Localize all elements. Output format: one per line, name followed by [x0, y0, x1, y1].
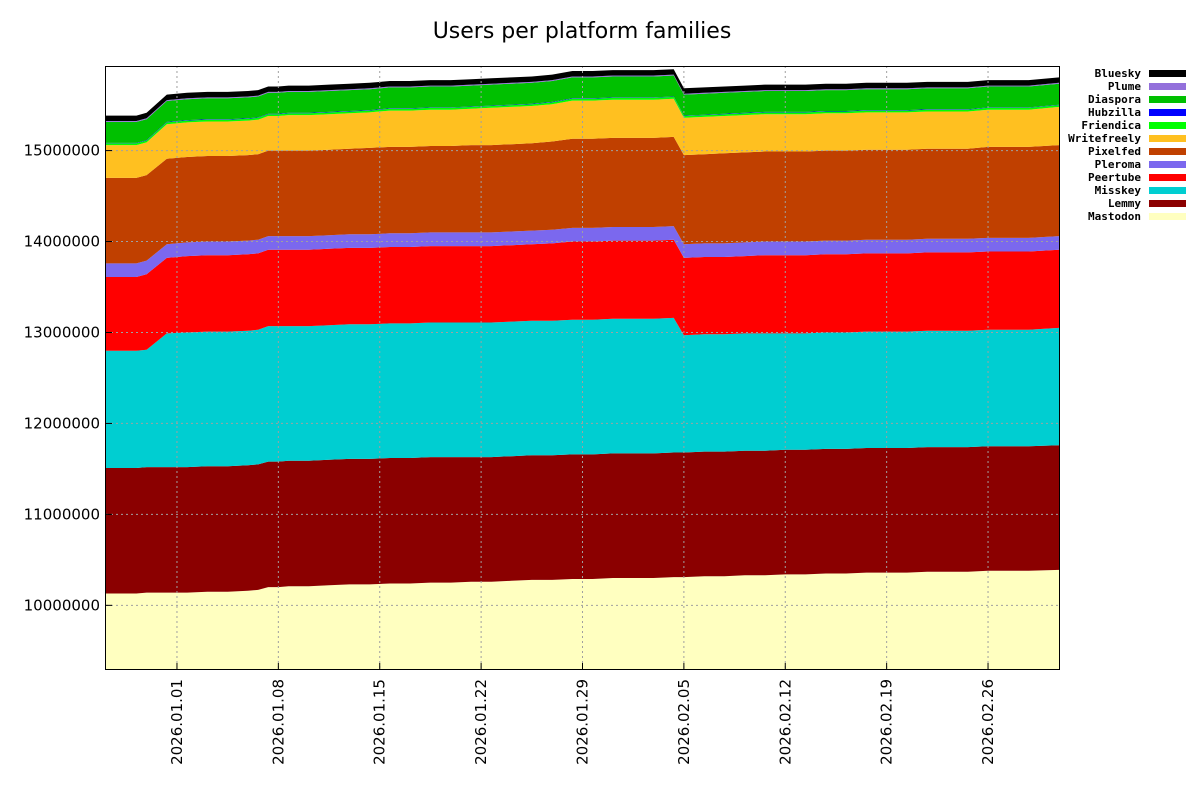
legend-label: Peertube: [1088, 171, 1141, 184]
legend-label: Pixelfed: [1088, 145, 1141, 158]
y-tick-label: 11000000: [24, 505, 100, 523]
legend-item-hubzilla: Hubzilla: [1088, 106, 1186, 119]
area-pixelfed: [106, 136, 1059, 264]
area-lemmy: [106, 445, 1059, 594]
legend-swatch: [1149, 122, 1186, 129]
chart-title: Users per platform families: [433, 19, 732, 44]
x-tick-label: 2026.02.26: [979, 679, 997, 765]
legend-item-writefreely: Writefreely: [1068, 132, 1186, 145]
legend-label: Lemmy: [1108, 197, 1141, 210]
legend-item-pixelfed: Pixelfed: [1088, 145, 1186, 158]
y-axis: 10000000 11000000 12000000 13000000 14000000…: [24, 142, 112, 614]
legend-swatch: [1149, 213, 1186, 220]
x-tick-label: 2026.02.05: [675, 679, 693, 765]
x-tick-label: 2026.02.19: [878, 679, 896, 765]
x-tick-label: 2026.01.08: [269, 679, 287, 765]
legend-item-misskey: Misskey: [1095, 184, 1186, 197]
legend-swatch: [1149, 148, 1186, 155]
y-tick-label: 14000000: [24, 233, 100, 251]
area-pleroma: [106, 226, 1059, 277]
x-tick-label: 2026.01.29: [574, 679, 592, 765]
legend-item-bluesky: Bluesky: [1095, 67, 1186, 80]
grid-lines: [106, 66, 1059, 669]
x-axis: 2026.01.01 2026.01.08 2026.01.15 2026.01.22…: [168, 663, 997, 765]
legend-item-mastodon: Mastodon: [1088, 210, 1186, 223]
legend-swatch: [1149, 135, 1186, 142]
legend-swatch: [1149, 200, 1186, 207]
legend-item-lemmy: Lemmy: [1108, 197, 1186, 210]
legend-swatch: [1149, 70, 1186, 77]
legend-item-pleroma: Pleroma: [1095, 158, 1186, 171]
legend-swatch: [1149, 174, 1186, 181]
y-tick-label: 10000000: [24, 596, 100, 614]
legend-label: Writefreely: [1068, 132, 1141, 145]
x-tick-label: 2026.01.15: [371, 679, 389, 765]
area-diaspora: [106, 75, 1059, 143]
legend-swatch: [1149, 96, 1186, 103]
x-tick-label: 2026.01.01: [168, 679, 186, 765]
legend-item-peertube: Peertube: [1088, 171, 1186, 184]
area-mastodon: [106, 569, 1059, 669]
legend-item-plume: Plume: [1108, 80, 1186, 93]
legend-label: Mastodon: [1088, 210, 1141, 223]
legend-swatch: [1149, 83, 1186, 90]
legend-swatch: [1149, 161, 1186, 168]
legend-swatch: [1149, 187, 1186, 194]
legend-label: Hubzilla: [1088, 106, 1141, 119]
y-tick-label: 13000000: [24, 323, 100, 341]
legend-label: Friendica: [1081, 119, 1141, 132]
area-peertube: [106, 239, 1059, 351]
legend-label: Diaspora: [1088, 93, 1141, 106]
x-tick-label: 2026.02.12: [776, 679, 794, 765]
legend-swatch: [1149, 109, 1186, 116]
legend-label: Plume: [1108, 80, 1141, 93]
x-tick-label: 2026.01.22: [472, 679, 490, 765]
legend-label: Bluesky: [1095, 67, 1142, 80]
legend-item-diaspora: Diaspora: [1088, 93, 1186, 106]
legend-label: Misskey: [1095, 184, 1142, 197]
legend: BlueskyPlumeDiasporaHubzillaFriendicaWri…: [1068, 67, 1186, 223]
y-tick-label: 15000000: [24, 142, 100, 160]
y-tick-label: 12000000: [24, 414, 100, 432]
plot-frame: [105, 66, 1060, 670]
legend-item-friendica: Friendica: [1081, 119, 1186, 132]
area-writefreely: [106, 98, 1059, 178]
legend-label: Pleroma: [1095, 158, 1141, 171]
series-areas: [106, 69, 1059, 669]
